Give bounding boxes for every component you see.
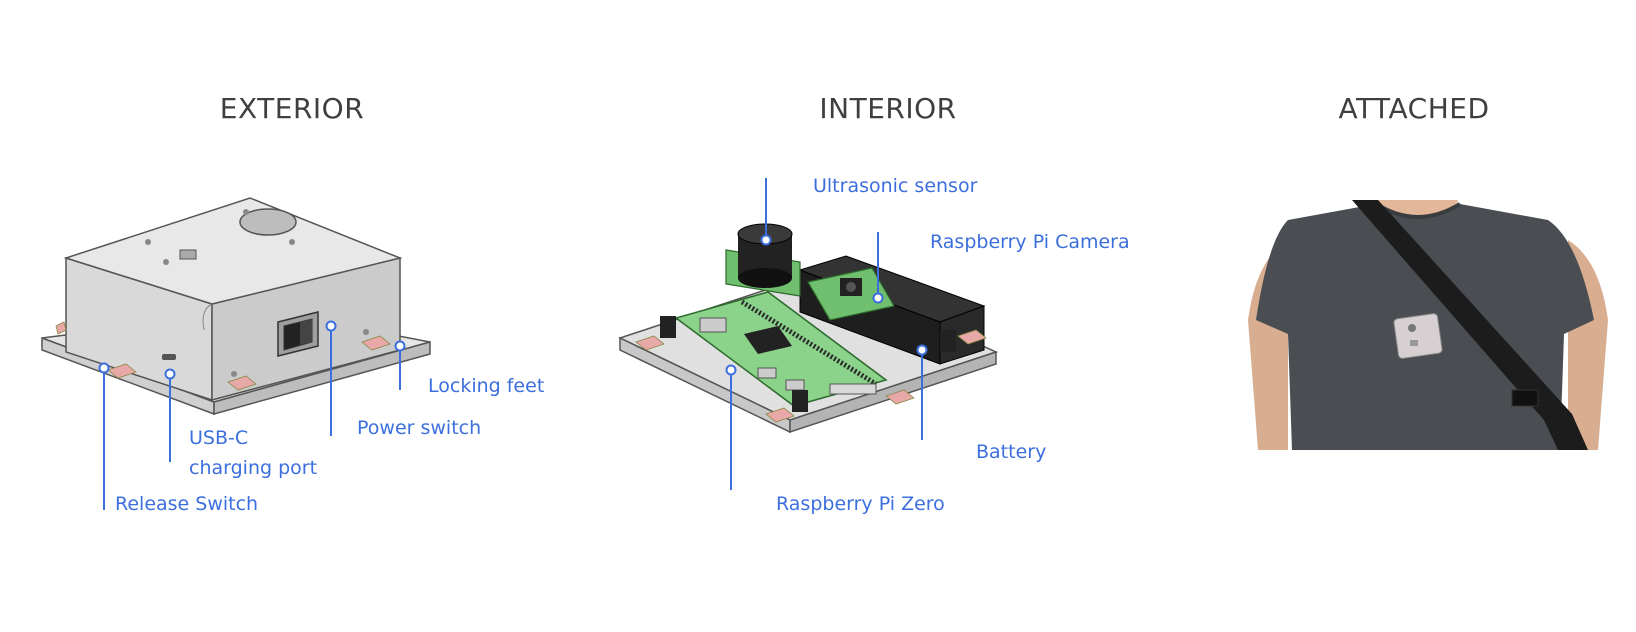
usb-c-label-line2: charging port xyxy=(189,457,318,479)
raspberry-pi-zero-label: Raspberry Pi Zero xyxy=(776,493,945,515)
exterior-device-illustration xyxy=(41,197,431,416)
release-switch-label: Release Switch xyxy=(115,493,259,515)
exterior-callouts xyxy=(98,320,406,510)
power-switch-label: Power switch xyxy=(357,417,482,439)
ultrasonic-sensor-label: Ultrasonic sensor xyxy=(813,175,978,197)
locking-feet-label: Locking feet xyxy=(428,375,545,397)
raspberry-pi-camera-label: Raspberry Pi Camera xyxy=(930,231,1130,253)
attached-heading: ATTACHED xyxy=(1338,92,1490,125)
battery-label: Battery xyxy=(976,441,1047,463)
attached-photo xyxy=(1248,200,1608,450)
interior-heading: INTERIOR xyxy=(819,92,957,125)
usb-c-label-line1: USB-C xyxy=(189,427,249,449)
interior-callouts xyxy=(725,178,928,490)
interior-device-illustration xyxy=(618,223,999,434)
exterior-heading: EXTERIOR xyxy=(219,92,365,125)
